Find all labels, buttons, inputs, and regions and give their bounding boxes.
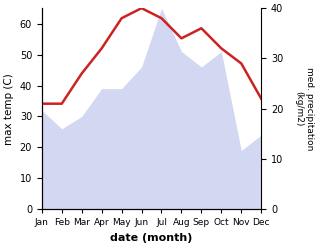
Y-axis label: max temp (C): max temp (C) [4, 73, 14, 144]
X-axis label: date (month): date (month) [110, 233, 193, 243]
Y-axis label: med. precipitation
(kg/m2): med. precipitation (kg/m2) [294, 67, 314, 150]
